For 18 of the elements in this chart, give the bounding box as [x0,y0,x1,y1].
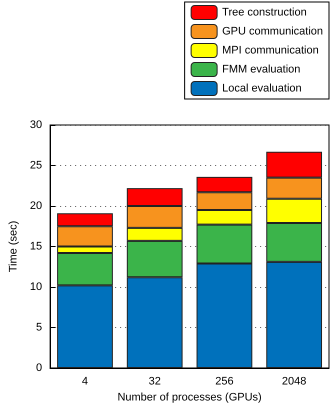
x-axis-title: Number of processes (GPUs) [117,391,262,404]
y-tick-label: 20 [30,200,42,212]
y-tick-label: 5 [36,322,42,334]
y-tick-label: 10 [30,281,42,293]
x-tick-label: 256 [215,376,234,388]
y-axis-title: Time (sec) [8,220,20,272]
x-tick-label: 32 [148,376,161,388]
legend-label: Tree construction [222,6,307,18]
x-tick-label: 4 [82,376,88,388]
y-tick-label: 15 [30,240,42,252]
legend-label: Local evaluation [222,82,302,94]
legend-label: FMM evaluation [222,64,300,76]
x-tick-label: 2048 [282,376,306,388]
y-tick-label: 25 [30,160,42,172]
legend-label: MPI communication [222,44,319,56]
y-tick-label: 30 [30,119,42,131]
legend-label: GPU communication [222,26,324,38]
y-tick-label: 0 [36,362,42,374]
